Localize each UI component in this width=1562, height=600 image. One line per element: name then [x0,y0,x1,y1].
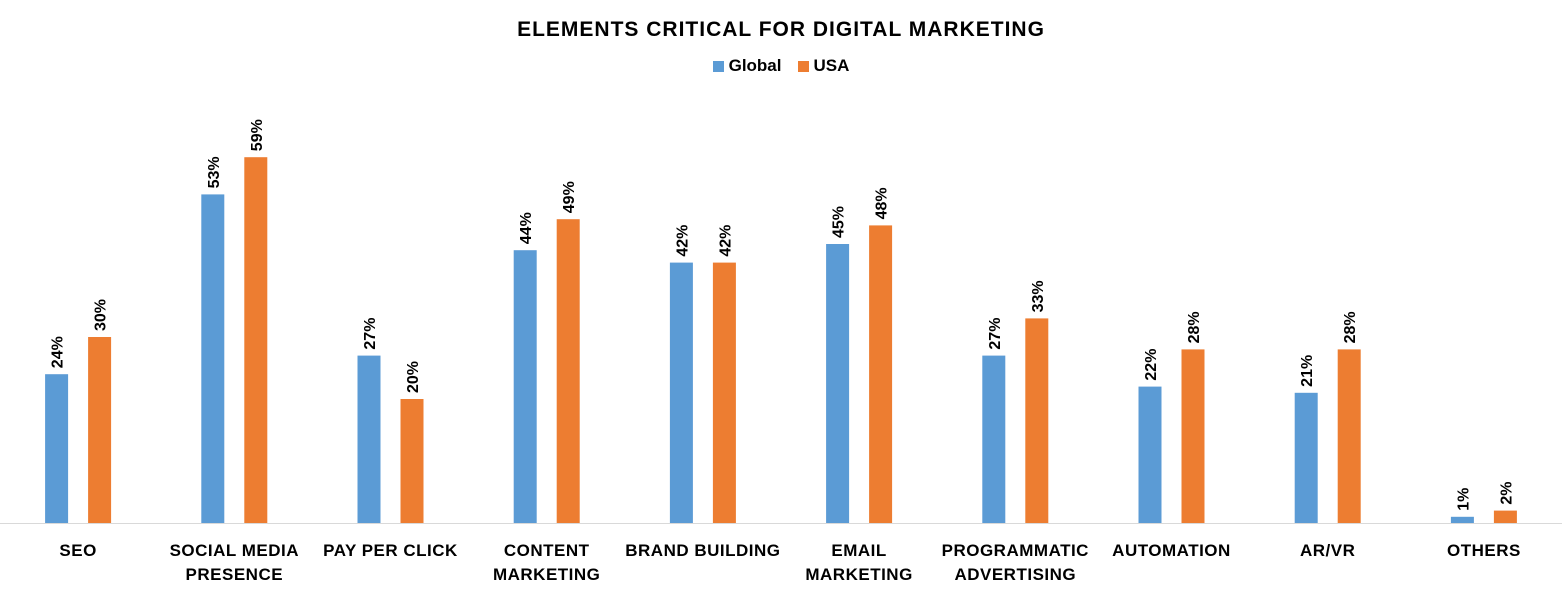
value-label-global-3: 44% [518,212,535,244]
value-label-usa-8: 28% [1342,311,1359,343]
bar-usa-1 [244,157,268,523]
value-label-usa-9: 2% [1498,481,1515,504]
category-label-6-line2: ADVERTISING [954,565,1076,584]
value-label-usa-0: 30% [93,299,110,331]
category-label-5-line2: MARKETING [805,565,912,584]
bar-global-4 [669,262,693,523]
value-label-usa-5: 48% [874,187,891,219]
value-label-global-0: 24% [50,336,67,368]
category-label-6: PROGRAMMATIC [942,541,1089,560]
value-label-global-5: 45% [831,206,848,238]
category-label-1: SOCIAL MEDIA [170,541,299,560]
bar-usa-3 [556,219,580,523]
category-label-8: AR/VR [1300,541,1355,560]
legend-item-usa: USA [797,56,850,76]
bar-usa-9 [1493,510,1517,523]
value-label-global-4: 42% [674,225,691,257]
bar-global-3 [513,250,537,523]
category-label-7: AUTOMATION [1112,541,1231,560]
legend-swatch-global [712,60,724,72]
category-label-3: CONTENT [504,541,590,560]
value-label-global-9: 1% [1455,488,1472,511]
bar-usa-6 [1025,318,1049,523]
value-label-usa-2: 20% [405,361,422,393]
category-label-9: OTHERS [1447,541,1521,560]
legend-label-global: Global [728,56,782,75]
category-label-4: BRAND BUILDING [625,541,780,560]
category-label-1-line2: PRESENCE [186,565,284,584]
bar-usa-5 [869,225,893,523]
value-label-usa-6: 33% [1030,280,1047,312]
bar-usa-0 [88,337,112,523]
value-label-usa-3: 49% [561,181,578,213]
legend-item-global: Global [712,56,782,76]
value-label-usa-7: 28% [1186,311,1203,343]
bar-usa-4 [712,262,736,523]
bar-usa-2 [400,399,424,523]
bar-global-0 [45,374,69,523]
bar-global-6 [982,355,1006,523]
category-label-0: SEO [59,541,96,560]
category-label-2: PAY PER CLICK [323,541,458,560]
bar-global-8 [1294,392,1318,523]
chart-title: ELEMENTS CRITICAL FOR DIGITAL MARKETING [517,18,1045,41]
bar-global-1 [201,194,225,523]
value-label-global-6: 27% [987,318,1004,350]
value-label-global-1: 53% [206,156,223,188]
bar-global-2 [357,355,381,523]
value-label-usa-4: 42% [717,225,734,257]
bar-usa-8 [1337,349,1361,523]
category-label-3-line2: MARKETING [493,565,600,584]
category-label-5: EMAIL [831,541,886,560]
bar-global-7 [1138,386,1162,523]
legend-label-usa: USA [813,56,850,75]
bar-usa-7 [1181,349,1205,523]
bar-global-9 [1450,516,1474,523]
value-label-global-8: 21% [1299,355,1316,387]
value-label-usa-1: 59% [249,119,266,151]
value-label-global-2: 27% [362,318,379,350]
legend: Global USA [0,56,1562,76]
bar-global-5 [826,244,850,523]
value-label-global-7: 22% [1143,349,1160,381]
legend-swatch-usa [797,60,809,72]
